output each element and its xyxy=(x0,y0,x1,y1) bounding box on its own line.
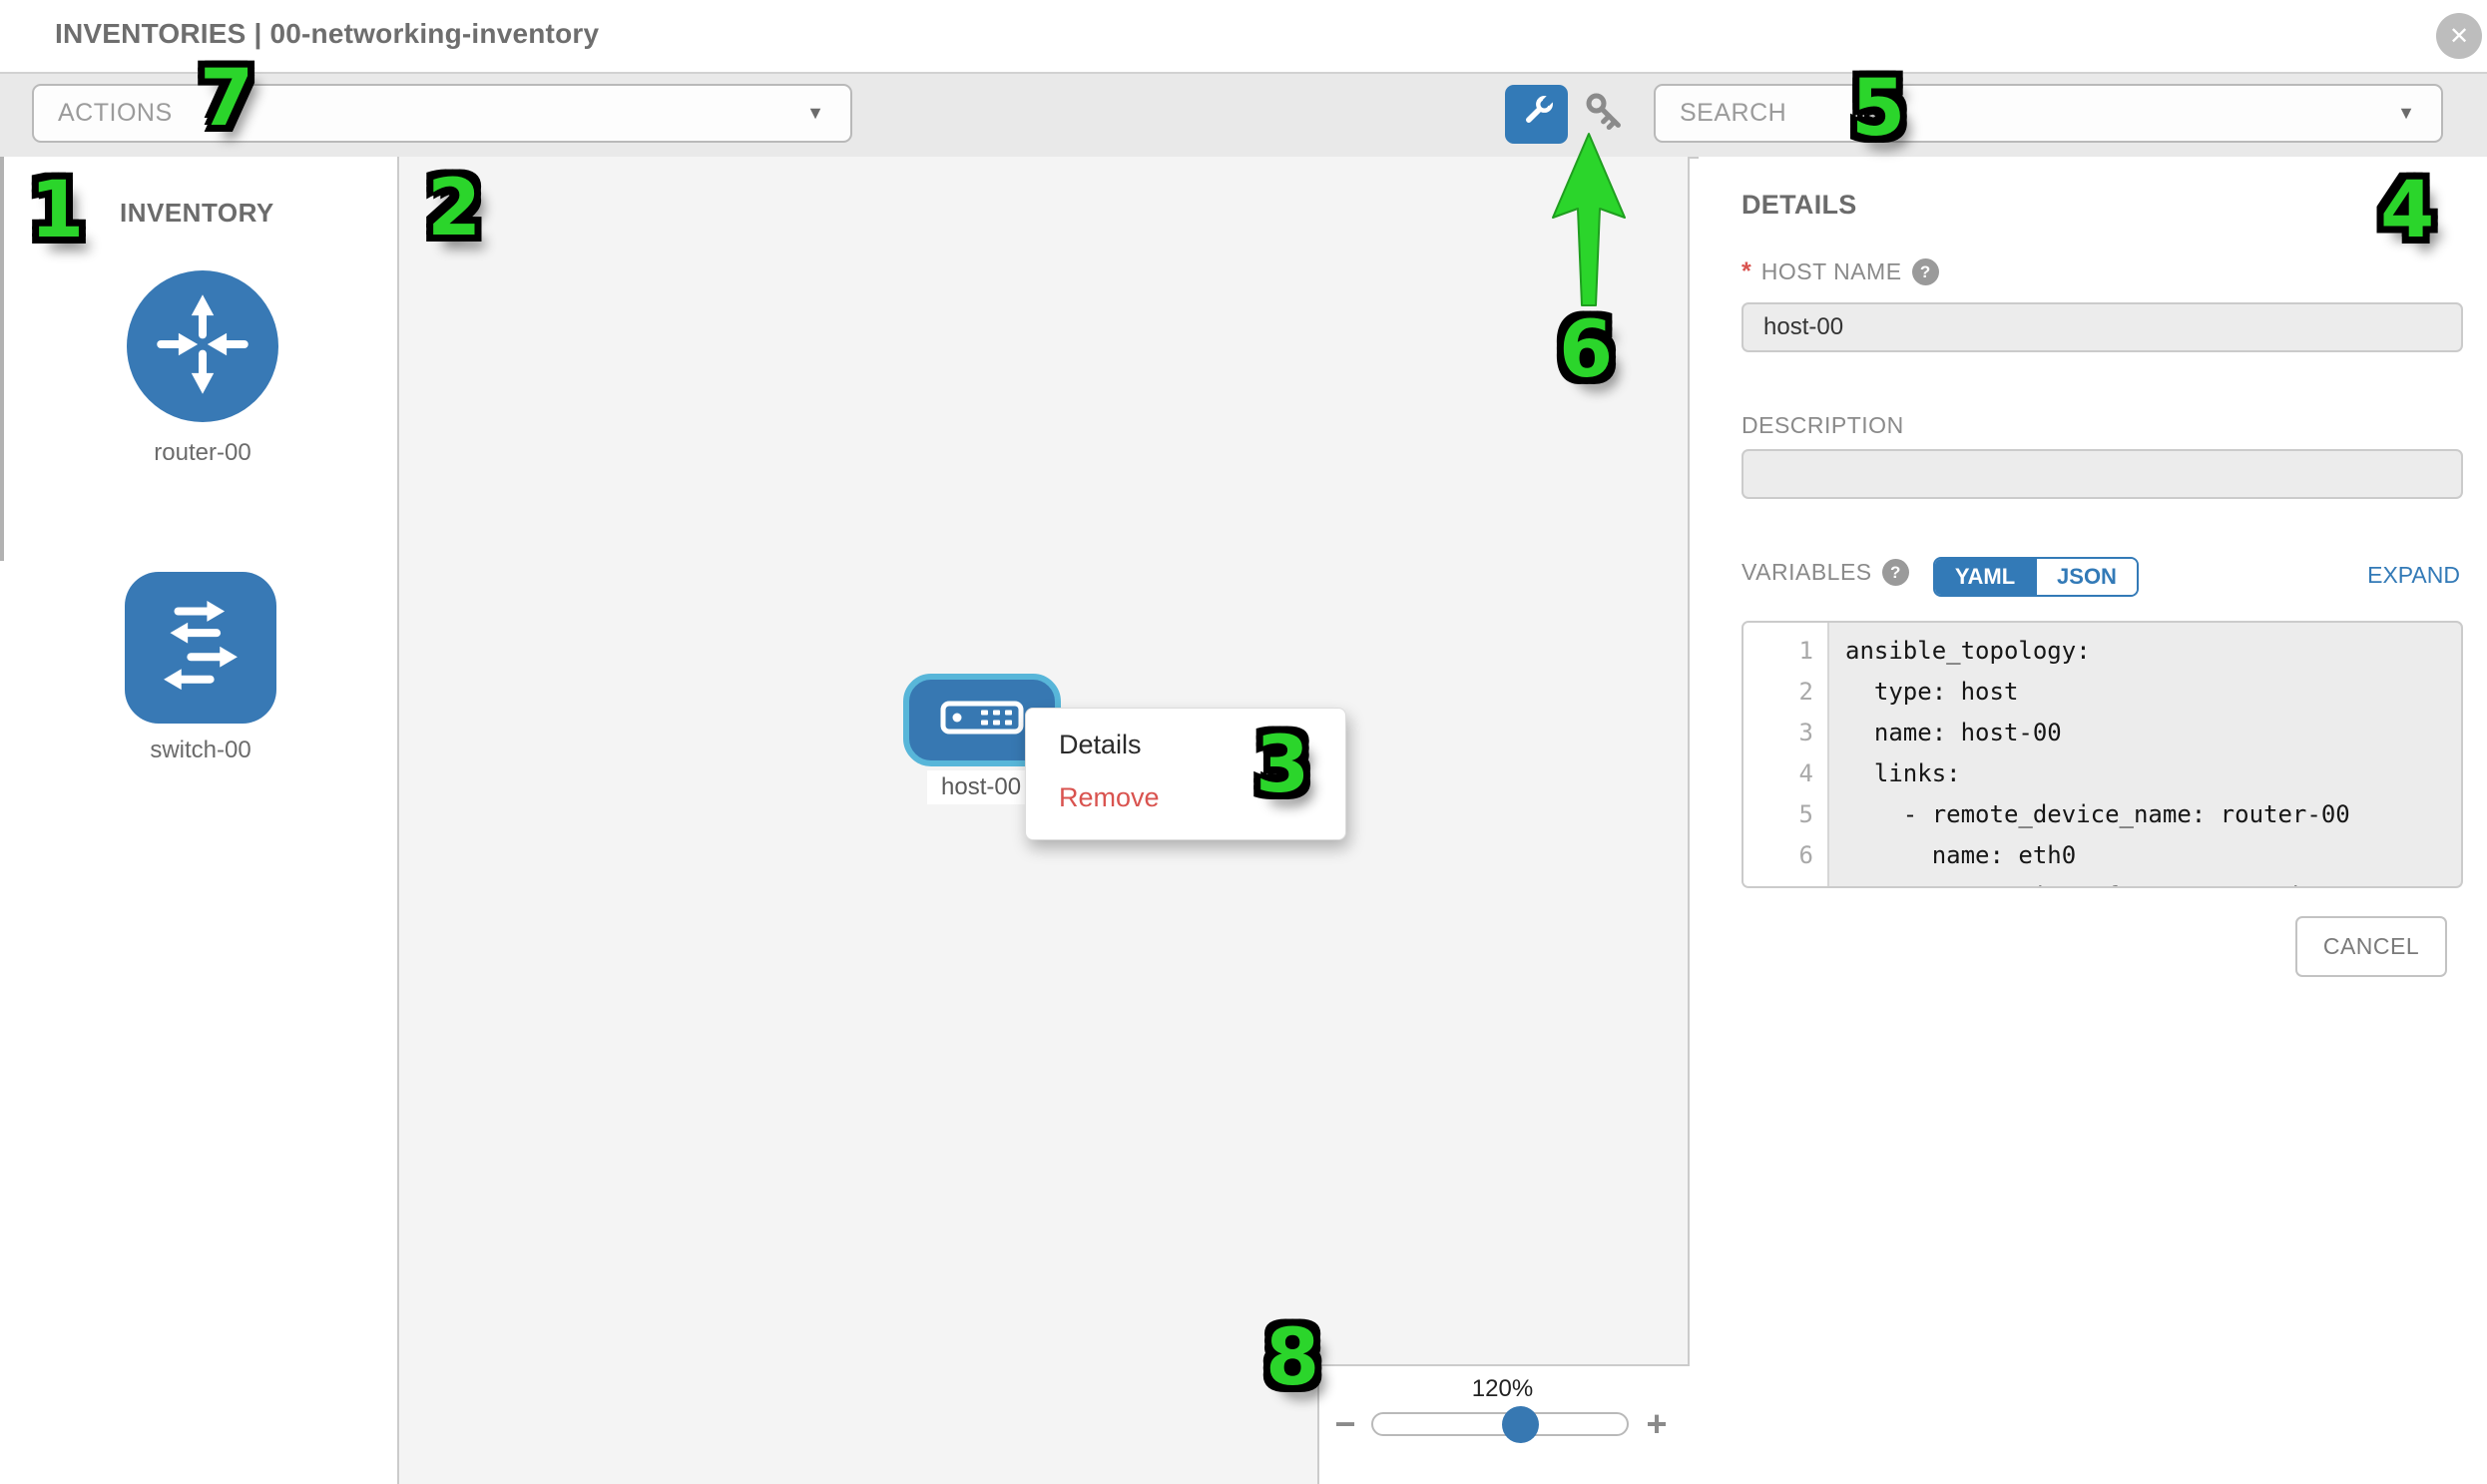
zoom-out-button[interactable]: − xyxy=(1334,1403,1356,1444)
help-icon[interactable]: ? xyxy=(1881,559,1909,586)
description-field[interactable] xyxy=(1741,449,2463,499)
code-line: 3 name: host-00 xyxy=(1798,718,2062,746)
host-name-value: host-00 xyxy=(1763,313,1844,340)
page-title: INVENTORIES | 00-networking-inventory xyxy=(55,18,600,49)
key-icon xyxy=(1581,88,1629,141)
code-line: 2 type: host xyxy=(1798,677,2019,706)
code-line: 6 name: eth0 xyxy=(1798,840,2077,869)
context-menu-item-remove[interactable]: Remove xyxy=(1059,782,1160,812)
host-icon xyxy=(940,700,1024,741)
sidebar-item-router[interactable] xyxy=(127,270,278,422)
required-marker: * xyxy=(1741,257,1751,285)
expand-link[interactable]: EXPAND xyxy=(2367,562,2460,588)
toggle-yaml[interactable]: YAML xyxy=(1935,559,2035,595)
zoom-in-button[interactable]: + xyxy=(1646,1403,1668,1444)
details-panel-title: DETAILS xyxy=(1741,190,1857,220)
variables-label: VARIABLES xyxy=(1741,559,1872,585)
host-name-label: HOST NAME xyxy=(1760,258,1902,284)
sidebar-scrollbar[interactable] xyxy=(0,157,4,561)
editor-rows: 1 ansible_topology: 2 type: host 3 name:… xyxy=(1743,630,2461,887)
code-line: 1 ansible_topology: xyxy=(1798,636,2091,665)
toggle-json[interactable]: JSON xyxy=(2035,559,2137,595)
search-placeholder: SEARCH xyxy=(1680,99,1787,127)
zoom-level-value: 120% xyxy=(1471,1375,1534,1402)
page-header: INVENTORIES | 00-networking-inventory ✕ xyxy=(0,0,2487,74)
close-icon[interactable]: ✕ xyxy=(2436,13,2482,59)
actions-dropdown[interactable]: ACTIONS ▼ xyxy=(32,84,852,143)
cancel-button-label: CANCEL xyxy=(2322,933,2420,959)
sidebar-item-switch[interactable] xyxy=(125,572,276,724)
context-menu-item-details[interactable]: Details xyxy=(1059,730,1142,759)
router-icon xyxy=(142,283,263,410)
sidebar-item-router-label: router-00 xyxy=(154,439,251,466)
code-line: 4 links: xyxy=(1798,758,1961,787)
context-menu: Details Remove xyxy=(1025,708,1346,840)
chevron-down-icon: ▼ xyxy=(806,103,824,123)
editor-gutter xyxy=(1743,623,1829,886)
variables-label-row: VARIABLES ? xyxy=(1741,559,1909,586)
switch-icon xyxy=(140,585,261,712)
description-label: DESCRIPTION xyxy=(1741,412,1904,438)
code-line: 5 - remote_device_name: router-00 xyxy=(1798,799,2350,828)
zoom-slider-track[interactable] xyxy=(1371,1412,1629,1436)
wrench-icon xyxy=(1517,92,1557,137)
variables-code-editor[interactable]: 1 ansible_topology: 2 type: host 3 name:… xyxy=(1741,621,2463,888)
code-line: 7 remote_interface_name: eth0 xyxy=(1743,875,2461,887)
key-legend-button[interactable] xyxy=(1580,89,1630,139)
host-name-field[interactable]: host-00 xyxy=(1741,302,2463,352)
zoom-slider-thumb[interactable] xyxy=(1502,1406,1539,1443)
close-glyph: ✕ xyxy=(2448,22,2470,50)
actions-dropdown-label: ACTIONS xyxy=(58,99,173,127)
sidebar-item-switch-label: switch-00 xyxy=(150,737,251,763)
host-name-label-row: * HOST NAME ? xyxy=(1741,257,1939,286)
sidebar-title: INVENTORY xyxy=(120,198,274,228)
tools-button[interactable] xyxy=(1505,85,1568,144)
cancel-button[interactable]: CANCEL xyxy=(2295,916,2447,977)
host-node-label: host-00 xyxy=(927,770,1036,804)
search-input[interactable]: SEARCH ▼ xyxy=(1654,84,2443,143)
chevron-down-icon: ▼ xyxy=(2397,103,2415,123)
variables-format-toggle: YAML JSON xyxy=(1933,557,2139,597)
help-icon[interactable]: ? xyxy=(1911,258,1939,285)
